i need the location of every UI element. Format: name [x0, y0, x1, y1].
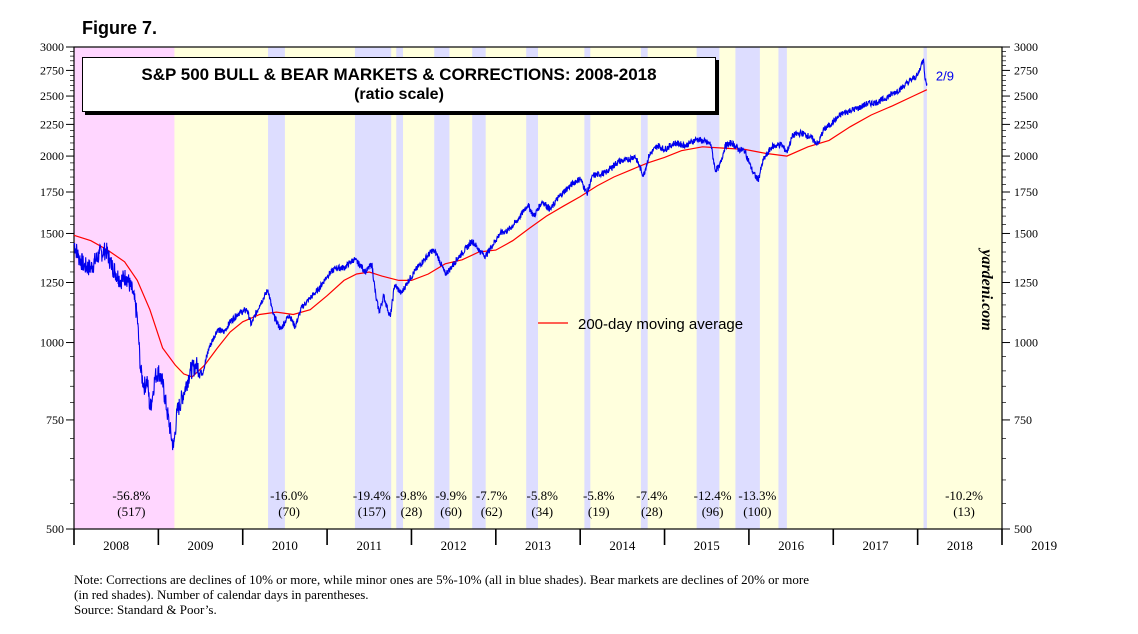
correction-shade	[584, 47, 591, 529]
source-line: Source: Standard & Poor’s.	[74, 602, 217, 617]
chart-title: S&P 500 BULL & BEAR MARKETS & CORRECTION…	[141, 65, 657, 84]
y-tick-label-left: 2750	[40, 63, 64, 77]
bear-market-shade	[74, 47, 175, 529]
decline-label: -7.4%	[636, 488, 668, 503]
correction-shade	[354, 47, 392, 529]
y-tick-label-left: 1750	[40, 185, 64, 199]
correction-shade	[778, 47, 787, 529]
note-line-1: Note: Corrections are declines of 10% or…	[74, 572, 809, 587]
y-tick-label-left: 1000	[40, 336, 64, 350]
y-tick-label-left: 500	[46, 522, 64, 536]
y-tick-label-right: 3000	[1014, 40, 1038, 54]
correction-shade	[434, 47, 450, 529]
decline-label: -5.8%	[527, 488, 559, 503]
decline-label: -12.4%	[694, 488, 732, 503]
correction-shade	[735, 47, 760, 529]
chart-title-box: S&P 500 BULL & BEAR MARKETS & CORRECTION…	[82, 57, 716, 112]
days-label: (28)	[641, 504, 663, 519]
plot-frame	[73, 46, 1003, 530]
x-tick-label: 2010	[272, 538, 298, 553]
decline-label: -10.2%	[945, 488, 983, 503]
y-tick-label-right: 2250	[1014, 117, 1038, 131]
x-tick-label: 2011	[357, 538, 383, 553]
x-tick-label: 2019	[1031, 538, 1057, 553]
y-tick-label-right: 1750	[1014, 185, 1038, 199]
x-tick-label: 2009	[188, 538, 214, 553]
days-label: (28)	[401, 504, 423, 519]
x-tick-label: 2012	[441, 538, 467, 553]
correction-shade	[268, 47, 285, 529]
correction-shade	[396, 47, 404, 529]
x-tick-label: 2018	[947, 538, 973, 553]
days-label: (19)	[588, 504, 610, 519]
y-tick-label-left: 2250	[40, 117, 64, 131]
correction-shade	[923, 47, 927, 529]
y-tick-label-right: 500	[1014, 522, 1032, 536]
x-tick-label: 2013	[525, 538, 551, 553]
y-tick-label-right: 2750	[1014, 63, 1038, 77]
legend-label: 200-day moving average	[578, 316, 743, 333]
y-tick-label-left: 2500	[40, 89, 64, 103]
y-tick-label-right: 750	[1014, 413, 1032, 427]
correction-shade	[696, 47, 720, 529]
correction-shade	[526, 47, 538, 529]
days-label: (62)	[481, 504, 503, 519]
chart-subtitle: (ratio scale)	[354, 86, 444, 103]
y-tick-label-left: 3000	[40, 40, 64, 54]
days-label: (517)	[117, 504, 145, 519]
x-tick-label: 2016	[778, 538, 805, 553]
days-label: (157)	[358, 504, 386, 519]
decline-label: -19.4%	[353, 488, 391, 503]
y-tick-label-right: 2000	[1014, 149, 1038, 163]
decline-label: -5.8%	[583, 488, 615, 503]
days-label: (100)	[743, 504, 771, 519]
decline-label: -16.0%	[270, 488, 308, 503]
y-tick-label-right: 1000	[1014, 336, 1038, 350]
decline-label: -13.3%	[738, 488, 776, 503]
x-tick-label: 2008	[103, 538, 129, 553]
end-date-label: 2/9	[936, 68, 954, 83]
sp500-price-line	[73, 58, 928, 451]
x-tick-label: 2015	[694, 538, 720, 553]
x-tick-label: 2014	[609, 538, 636, 553]
days-label: (34)	[531, 504, 553, 519]
decline-label: -7.7%	[476, 488, 508, 503]
decline-label: -9.9%	[435, 488, 467, 503]
y-tick-label-right: 1500	[1014, 226, 1038, 240]
days-label: (13)	[953, 504, 975, 519]
chart-notes: Note: Corrections are declines of 10% or…	[74, 572, 809, 617]
y-tick-label-left: 2000	[40, 149, 64, 163]
correction-shade	[472, 47, 486, 529]
days-label: (70)	[278, 504, 300, 519]
y-tick-label-left: 750	[46, 413, 64, 427]
y-tick-label-left: 1250	[40, 276, 64, 290]
days-label: (60)	[440, 504, 462, 519]
y-tick-label-left: 1500	[40, 226, 64, 240]
correction-shade	[640, 47, 648, 529]
note-line-2: (in red shades). Number of calendar days…	[74, 587, 369, 602]
decline-label: -56.8%	[112, 488, 150, 503]
x-tick-label: 2017	[862, 538, 889, 553]
days-label: (96)	[702, 504, 724, 519]
y-tick-label-right: 1250	[1014, 276, 1038, 290]
y-tick-label-right: 2500	[1014, 89, 1038, 103]
figure-label: Figure 7.	[82, 18, 158, 38]
decline-label: -9.8%	[396, 488, 428, 503]
watermark: yardeni.com	[978, 247, 995, 330]
